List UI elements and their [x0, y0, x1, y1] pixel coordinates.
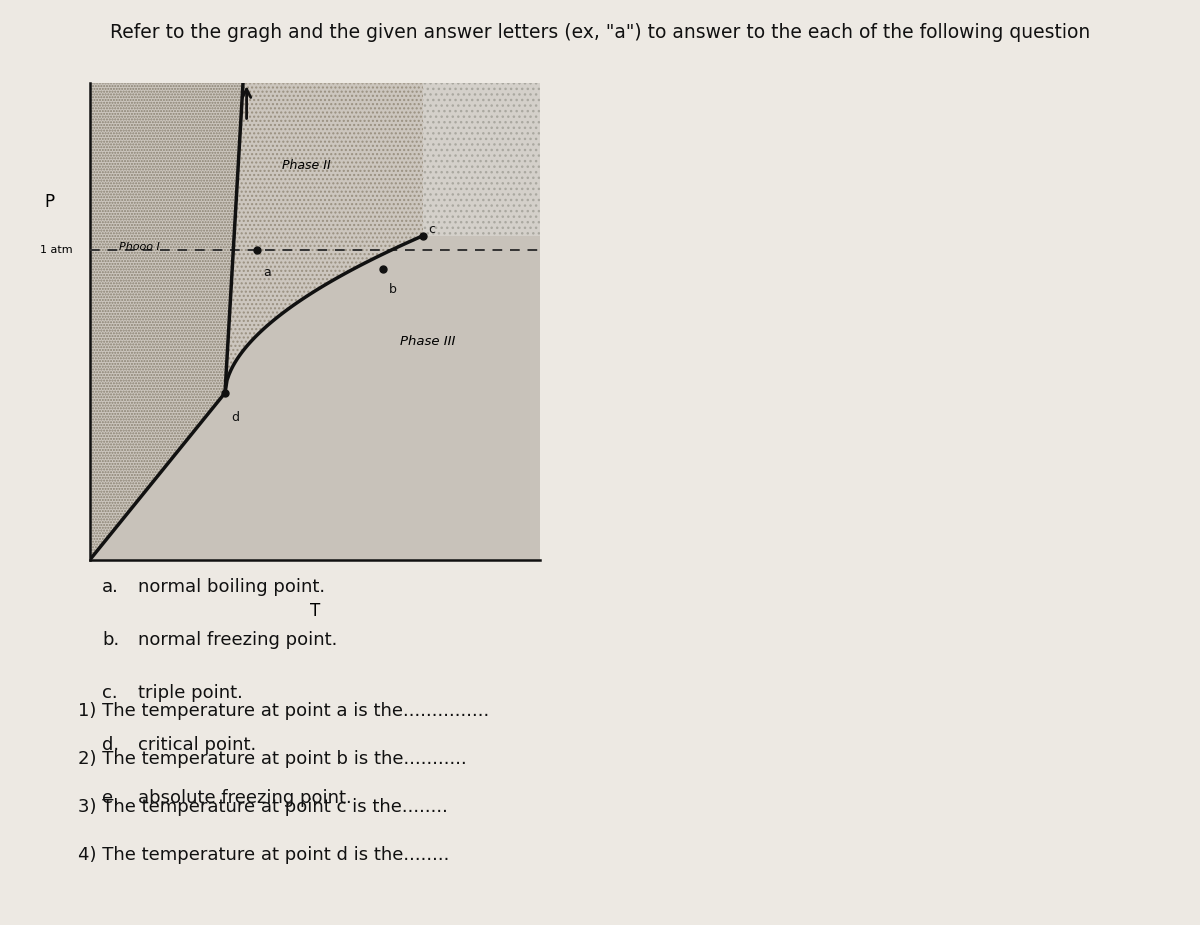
Text: Phase III: Phase III — [400, 335, 455, 348]
Text: triple point.: triple point. — [138, 684, 242, 701]
Polygon shape — [226, 83, 540, 393]
Text: T: T — [310, 602, 320, 621]
Text: c.: c. — [102, 684, 118, 701]
Polygon shape — [90, 83, 242, 560]
Text: 3) The temperature at point c is the........: 3) The temperature at point c is the....… — [78, 798, 448, 816]
Text: normal boiling point.: normal boiling point. — [138, 578, 325, 596]
Text: P: P — [44, 193, 54, 211]
Text: normal freezing point.: normal freezing point. — [138, 631, 337, 648]
Text: d: d — [232, 412, 240, 425]
Text: critical point.: critical point. — [138, 736, 257, 754]
Text: a: a — [263, 266, 271, 279]
Polygon shape — [424, 83, 540, 236]
Text: e.: e. — [102, 789, 119, 807]
Text: Refer to the gragh and the given answer letters (ex, "a") to answer to the each : Refer to the gragh and the given answer … — [110, 23, 1090, 43]
Text: d.: d. — [102, 736, 119, 754]
Text: Phooo I: Phooo I — [119, 242, 160, 252]
Text: a.: a. — [102, 578, 119, 596]
Text: Phase II: Phase II — [282, 159, 330, 172]
Text: c: c — [428, 223, 436, 236]
Text: 2) The temperature at point b is the...........: 2) The temperature at point b is the....… — [78, 750, 467, 768]
Text: 1 atm: 1 atm — [41, 245, 73, 255]
Text: b.: b. — [102, 631, 119, 648]
Text: 4) The temperature at point d is the........: 4) The temperature at point d is the....… — [78, 846, 449, 864]
Text: absolute freezing point.: absolute freezing point. — [138, 789, 352, 807]
Text: 1) The temperature at point a is the...............: 1) The temperature at point a is the....… — [78, 702, 490, 720]
Text: b: b — [389, 283, 397, 296]
